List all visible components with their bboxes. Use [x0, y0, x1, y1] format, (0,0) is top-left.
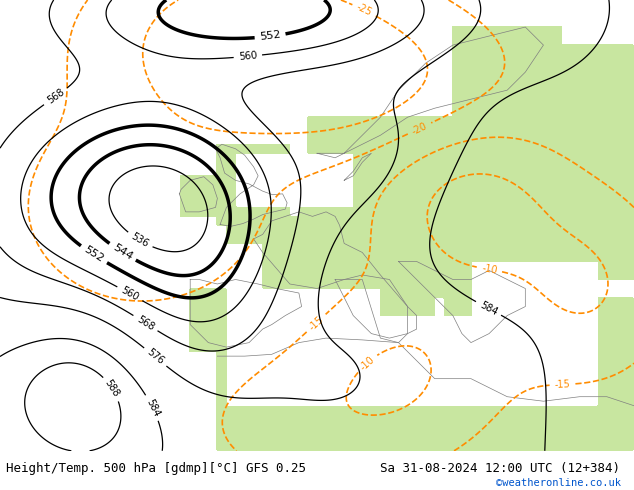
Text: 584: 584 — [144, 397, 161, 418]
Text: 588: 588 — [103, 378, 121, 399]
Text: ©weatheronline.co.uk: ©weatheronline.co.uk — [496, 478, 621, 488]
Text: 568: 568 — [45, 87, 66, 106]
Text: Sa 31-08-2024 12:00 UTC (12+384): Sa 31-08-2024 12:00 UTC (12+384) — [380, 462, 621, 475]
Text: 568: 568 — [135, 314, 156, 332]
Text: -25: -25 — [355, 2, 373, 18]
Text: 544: 544 — [111, 243, 134, 262]
Text: 536: 536 — [129, 231, 150, 249]
Text: 560: 560 — [238, 50, 257, 62]
Text: 576: 576 — [145, 347, 165, 367]
Text: -15: -15 — [307, 314, 325, 332]
Text: -10: -10 — [358, 354, 376, 372]
Text: 552: 552 — [259, 30, 281, 43]
Text: Height/Temp. 500 hPa [gdmp][°C] GFS 0.25: Height/Temp. 500 hPa [gdmp][°C] GFS 0.25 — [6, 462, 306, 475]
Text: -15: -15 — [554, 379, 571, 390]
Text: 552: 552 — [82, 245, 105, 265]
Text: 584: 584 — [478, 300, 499, 317]
Text: -20: -20 — [410, 121, 429, 136]
Text: 560: 560 — [119, 285, 140, 303]
Text: -10: -10 — [481, 263, 498, 276]
